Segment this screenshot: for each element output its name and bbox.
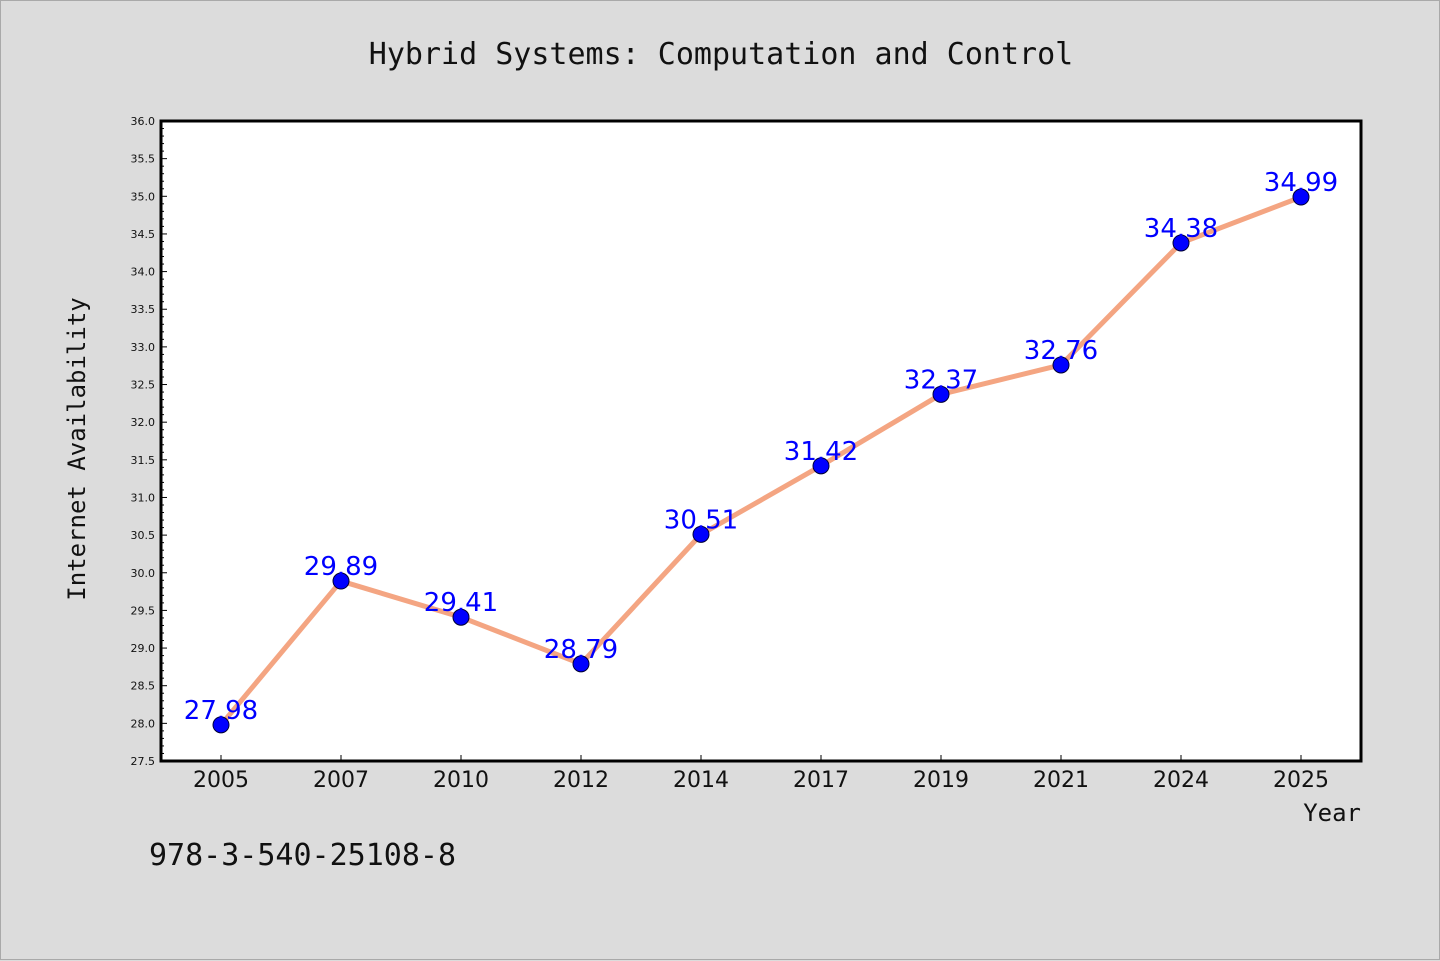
data-label-2024: 34.38	[1144, 214, 1218, 244]
data-label-2010: 29.41	[424, 588, 498, 618]
x-tick-label: 2017	[793, 768, 849, 793]
y-tick-label: 29.5	[131, 604, 156, 617]
data-label-2014: 30.51	[664, 505, 738, 535]
x-tick-label: 2021	[1033, 768, 1089, 793]
y-tick-label: 32.5	[131, 379, 156, 392]
data-label-2021: 32.76	[1024, 336, 1098, 366]
y-tick-label: 32.0	[131, 416, 156, 429]
y-tick-label: 31.5	[131, 454, 156, 467]
series-line	[218, 194, 1304, 728]
data-label-2005: 27.98	[184, 696, 258, 726]
y-tick-label: 36.0	[131, 115, 156, 128]
data-point-2019	[932, 385, 950, 403]
x-tick-label: 2014	[673, 768, 729, 793]
data-label-2019: 32.37	[904, 365, 978, 395]
y-tick-label: 35.5	[131, 153, 156, 166]
footer-isbn: 978-3-540-25108-8	[149, 838, 456, 873]
y-tick-label: 30.5	[131, 529, 156, 542]
y-tick-label: 34.0	[131, 266, 156, 279]
data-point-2012	[572, 655, 590, 673]
x-axis-ticks: 2005 2007 2010 2012 2014 2017 2019 2021 2024 2025	[193, 755, 1329, 793]
data-point-2005	[212, 716, 230, 734]
y-tick-label: 31.0	[131, 491, 156, 504]
data-point-2017	[812, 457, 830, 475]
y-tick-label: 28.5	[131, 680, 156, 693]
series-line-group	[218, 194, 1304, 728]
data-point-2024	[1172, 234, 1190, 252]
x-tick-label: 2007	[313, 768, 369, 793]
y-tick-label: 29.0	[131, 642, 156, 655]
x-tick-label: 2010	[433, 768, 489, 793]
data-point-2025	[1292, 188, 1310, 206]
data-label-2017: 31.42	[784, 437, 858, 467]
plot-area	[159, 119, 1363, 763]
y-tick-label: 30.0	[131, 567, 156, 580]
chart-title: Hybrid Systems: Computation and Control	[369, 37, 1073, 72]
x-tick-label: 2012	[553, 768, 609, 793]
y-tick-label: 35.0	[131, 190, 156, 203]
data-point-2021	[1052, 356, 1070, 374]
data-point-2010	[452, 608, 470, 626]
y-tick-label: 27.5	[131, 755, 156, 768]
x-axis-title: Year	[1303, 799, 1361, 827]
y-tick-label: 33.5	[131, 303, 156, 316]
data-point-2007	[332, 572, 350, 590]
x-tick-label: 2025	[1273, 768, 1329, 793]
data-point-2014	[692, 525, 710, 543]
y-axis-title: Internet Availability	[63, 297, 91, 600]
y-axis-ticks: 27.5 28.0 28.5 29.0 29.5 30.0 30.5 31.0 31.5 32.0…	[131, 115, 167, 768]
x-tick-label: 2005	[193, 768, 249, 793]
data-label-2007: 29.89	[304, 552, 378, 582]
y-tick-label: 28.0	[131, 717, 156, 730]
x-tick-label: 2024	[1153, 768, 1209, 793]
data-label-2025: 34.99	[1264, 168, 1338, 198]
data-markers	[212, 188, 1310, 734]
data-labels: 27.98 29.89 29.41 28.79 30.51 31.42 32.37 32.76…	[184, 168, 1338, 726]
y-tick-label: 34.5	[131, 228, 156, 241]
y-tick-label: 33.0	[131, 341, 156, 354]
x-tick-label: 2019	[913, 768, 969, 793]
data-label-2012: 28.79	[544, 635, 618, 665]
